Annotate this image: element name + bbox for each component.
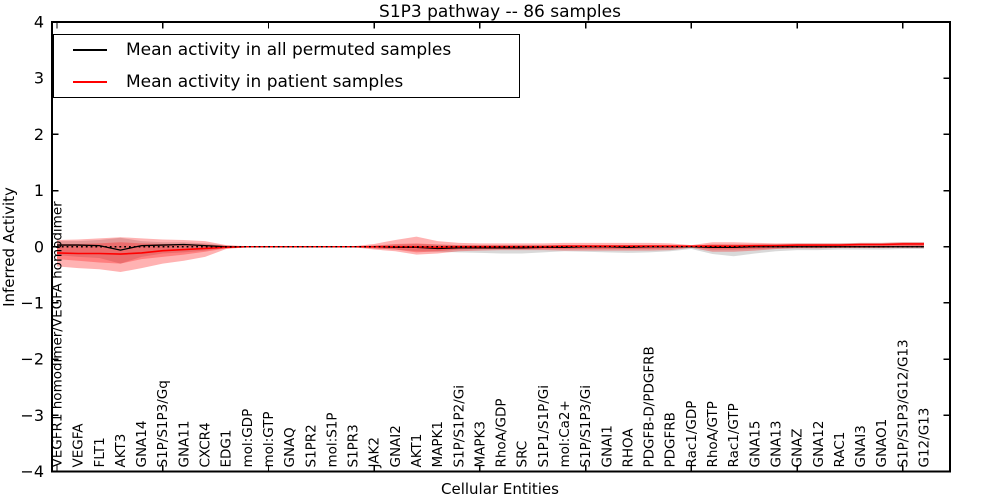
y-axis-label: Inferred Activity [0, 187, 18, 307]
entity-label: GNA12 [811, 421, 827, 468]
legend-item-permuted: Mean activity in all permuted samples [54, 39, 519, 61]
entity-label: S1P/S1P3/Gq [155, 380, 171, 467]
y-tick-label: 3 [34, 69, 44, 88]
entity-label: mol:GTP [261, 411, 277, 467]
band-permuted-sample-range [57, 237, 924, 264]
entity-label: AKT3 [113, 434, 129, 468]
entity-label: RHOA [620, 428, 636, 468]
entity-label: GNA13 [768, 421, 784, 468]
entity-label: GNAO1 [874, 419, 890, 468]
entity-label: S1P/S1P3/Gi [578, 385, 594, 468]
entity-label: FLT1 [92, 437, 108, 467]
y-tick-label: 4 [34, 13, 44, 32]
y-tick-label: −2 [20, 350, 44, 369]
entity-label: VEGFR1 homodimer/VEGFA homodimer [50, 201, 66, 468]
entity-label: S1PR2 [303, 424, 319, 467]
entity-label: RhoA/GDP [494, 399, 510, 468]
entity-label: GNAI3 [853, 425, 869, 467]
entity-label: GNAZ [790, 428, 806, 467]
y-tick-label: −4 [20, 462, 44, 481]
entity-label: AKT1 [409, 434, 425, 468]
legend-label: Mean activity in patient samples [126, 72, 404, 92]
entity-label: mol:S1P [324, 412, 340, 467]
entity-label: S1P1/S1P/Gi [536, 385, 552, 468]
chart-title: S1P3 pathway -- 86 samples [379, 2, 621, 22]
entity-label: mol:Ca2+ [557, 400, 573, 467]
y-tick-label: −1 [20, 293, 44, 312]
legend-label: Mean activity in all permuted samples [126, 40, 452, 60]
entity-label: EDG1 [219, 430, 235, 468]
entity-label: GNA11 [176, 421, 192, 468]
entity-label: PDGFRB [663, 412, 679, 467]
entity-label: G12/G13 [917, 408, 933, 468]
y-tick-label: 2 [34, 125, 44, 144]
y-tick-label: −3 [20, 406, 44, 425]
entity-label: GNA15 [747, 421, 763, 468]
entity-label: mol:GDP [240, 409, 256, 468]
series-line-permuted [57, 243, 924, 251]
entity-label: Rac1/GTP [726, 403, 742, 467]
y-tick-label: 1 [34, 181, 44, 200]
entity-label: GNA14 [134, 421, 150, 468]
entity-label: RhoA/GTP [705, 401, 721, 467]
entity-label: S1PR3 [346, 424, 362, 467]
entity-label: JAK2 [367, 437, 383, 468]
entity-label: GNAQ [282, 427, 298, 467]
legend-item-patient: Mean activity in patient samples [54, 71, 519, 93]
entity-label: GNAI2 [388, 425, 404, 467]
band-patient-sample-range-outer [57, 236, 924, 273]
entity-label: MAPK1 [430, 421, 446, 467]
entity-label: MAPK3 [472, 421, 488, 467]
entity-label: SRC [515, 441, 531, 468]
y-tick-label: 0 [34, 237, 44, 256]
entity-label: CXCR4 [198, 422, 214, 467]
entity-label: VEGFA [71, 423, 87, 468]
entity-label: GNAI1 [599, 425, 615, 467]
entity-label: Rac1/GDP [684, 401, 700, 468]
legend-line-swatch [73, 81, 107, 83]
entity-label: RAC1 [832, 432, 848, 468]
x-axis-label: Cellular Entities [441, 480, 559, 498]
chart-legend: Mean activity in all permuted samples Mea… [53, 34, 520, 98]
entity-label: PDGFB-D/PDGFRB [642, 346, 658, 467]
entity-label: S1P/S1P3/G12/G13 [895, 339, 911, 467]
legend-line-swatch [73, 49, 107, 51]
entity-label: S1P/S1P2/Gi [451, 385, 467, 468]
